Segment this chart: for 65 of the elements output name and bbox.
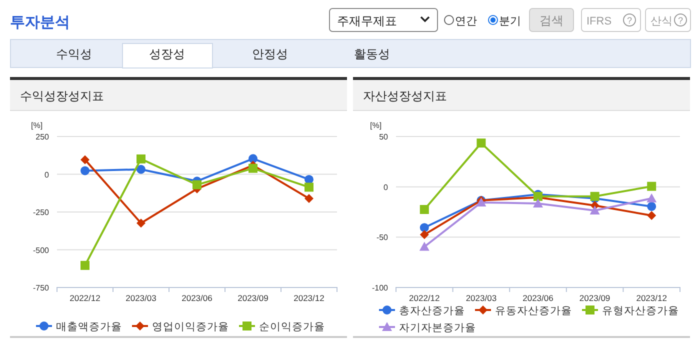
legend-label: 영업이익증가율 [152, 321, 229, 333]
text: IFRS [586, 16, 612, 28]
x-tick-label: 2023/03 [126, 293, 157, 303]
y-tick-label: -500 [32, 246, 50, 255]
text: ? [626, 16, 632, 26]
y-tick-label: -750 [32, 284, 50, 292]
text: 투자분석 [10, 14, 70, 31]
point [420, 230, 429, 240]
chart-title: 자산성장성지표 [363, 89, 447, 103]
x-tick-label: 2023/12 [294, 293, 325, 303]
point [420, 223, 429, 232]
y-axis-title: [%] [31, 121, 43, 130]
point [647, 182, 656, 191]
y-tick-label: 0 [44, 170, 50, 180]
point [80, 166, 90, 176]
y-tick-label: -50 [376, 233, 389, 242]
text: 성장성 [149, 47, 185, 61]
point [304, 194, 314, 204]
legend-label: 순이익증가율 [259, 321, 325, 333]
point [646, 193, 657, 202]
text: 주재무제표 [337, 14, 397, 28]
legend-label: 자기자본증가율 [399, 322, 476, 334]
text: 검색 [540, 14, 564, 28]
legend-label: 매출액증가율 [56, 321, 122, 333]
x-tick-label: 2023/09 [238, 293, 269, 303]
text: 수익성 [56, 47, 92, 61]
point [476, 138, 486, 148]
point [80, 260, 90, 270]
text: 산식 [650, 16, 672, 28]
point [647, 202, 656, 211]
x-tick-label: 2023/09 [579, 293, 610, 303]
point [419, 242, 430, 251]
y-tick-label: -250 [32, 208, 50, 217]
point [420, 204, 429, 214]
text: 안정성 [252, 47, 288, 61]
y-tick-label: 50 [379, 132, 389, 142]
text: 분기 [499, 16, 521, 28]
text: 연간 [455, 16, 477, 28]
point [304, 182, 314, 192]
point [192, 180, 202, 190]
legend-label: 유동자산증가율 [495, 305, 572, 317]
point [80, 155, 90, 164]
text: ? [678, 16, 684, 26]
x-tick-label: 2022/12 [409, 293, 440, 303]
text: 활동성 [354, 47, 390, 61]
point [136, 218, 146, 228]
legend-label: 총자산증가율 [399, 305, 465, 317]
legend-label: 유형자산증가율 [602, 305, 679, 317]
point [136, 164, 146, 174]
point [248, 164, 258, 173]
y-axis-title: [%] [370, 121, 382, 130]
x-tick-label: 2022/12 [70, 293, 101, 303]
y-tick-label: 250 [36, 132, 50, 142]
point [136, 154, 146, 164]
y-tick-label: -100 [372, 284, 389, 292]
point [248, 154, 258, 164]
chart-title: 수익성장성지표 [20, 89, 104, 103]
x-tick-label: 2023/03 [466, 293, 497, 303]
y-tick-label: 0 [384, 182, 389, 192]
point [533, 198, 543, 208]
x-tick-label: 2023/06 [522, 293, 554, 303]
x-tick-label: 2023/06 [182, 293, 213, 303]
point [590, 205, 600, 214]
x-tick-label: 2023/12 [636, 293, 668, 303]
point [647, 211, 656, 220]
